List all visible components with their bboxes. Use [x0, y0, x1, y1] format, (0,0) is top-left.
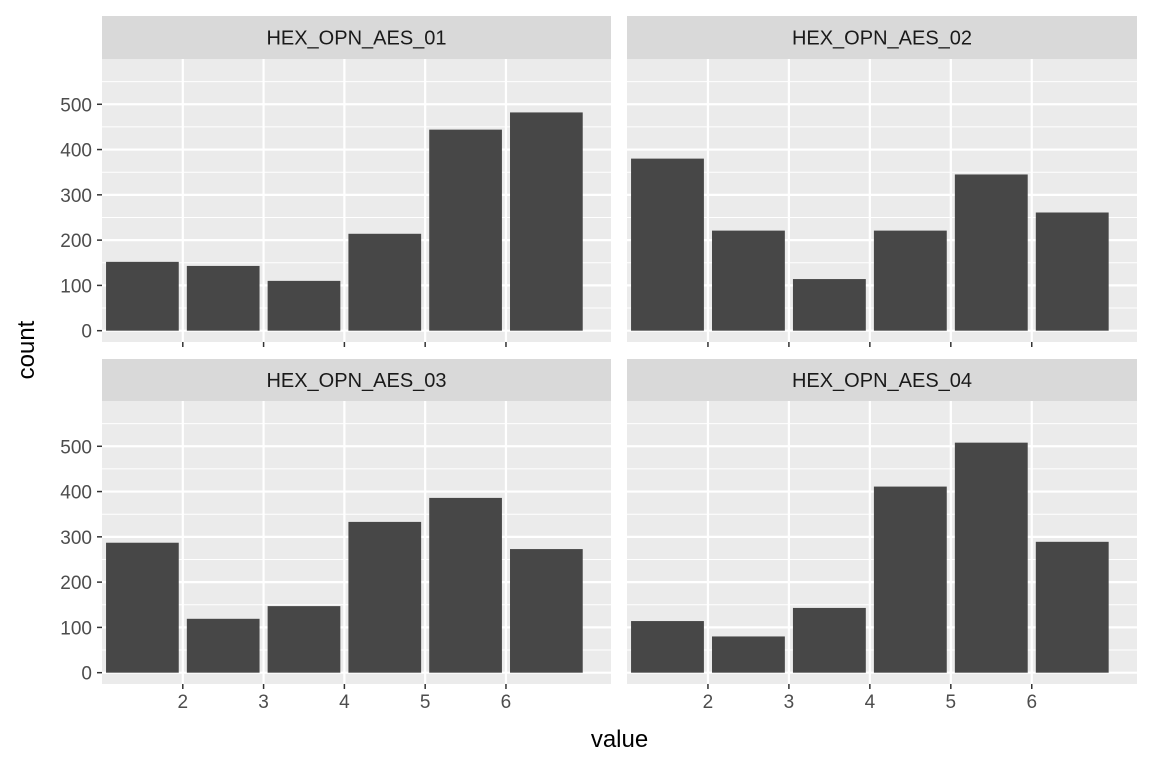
x-tick-label: 5	[946, 692, 957, 713]
bar	[348, 233, 422, 331]
bar	[186, 618, 260, 673]
bar	[1035, 541, 1109, 673]
x-tick-label: 5	[420, 692, 431, 713]
bar	[954, 174, 1028, 331]
y-axis-title: count	[13, 320, 40, 379]
bar	[1035, 212, 1109, 331]
facet-strip	[102, 359, 611, 401]
y-tick-label: 100	[60, 276, 92, 297]
y-tick-label: 300	[60, 186, 92, 207]
bar	[106, 542, 179, 673]
y-tick-label: 500	[60, 437, 92, 458]
bar	[267, 606, 341, 673]
y-tick-label: 400	[60, 141, 92, 162]
bar	[873, 230, 947, 331]
x-axis-title: value	[591, 726, 648, 753]
facet-title: HEX_OPN_AES_02	[792, 28, 972, 50]
x-tick-label: 4	[865, 692, 876, 713]
x-tick-label: 3	[258, 692, 269, 713]
facet-strip	[102, 16, 611, 59]
bar	[792, 607, 866, 673]
facet-title: HEX_OPN_AES_04	[792, 370, 972, 392]
bar	[631, 158, 704, 331]
y-tick-label: 400	[60, 483, 92, 504]
bar	[186, 265, 260, 331]
bar	[954, 442, 1028, 673]
y-tick-label: 200	[60, 573, 92, 594]
bar	[510, 549, 583, 673]
bar	[873, 486, 947, 673]
x-tick-label: 2	[703, 692, 714, 713]
facet-title: HEX_OPN_AES_01	[266, 28, 446, 50]
x-tick-label: 6	[1026, 692, 1037, 713]
y-tick-label: 0	[81, 322, 92, 343]
x-tick-label: 2	[178, 692, 189, 713]
x-tick-label: 3	[784, 692, 795, 713]
bar	[631, 621, 704, 673]
facet-title: HEX_OPN_AES_03	[266, 370, 446, 392]
y-tick-label: 100	[60, 618, 92, 639]
bar	[429, 497, 502, 673]
x-tick-label: 4	[339, 692, 350, 713]
facet-strip	[627, 16, 1137, 59]
y-tick-label: 0	[81, 664, 92, 685]
bar	[792, 279, 866, 331]
facet-strip	[627, 359, 1137, 401]
y-tick-label: 200	[60, 231, 92, 252]
bar	[712, 636, 785, 673]
x-tick-label: 6	[501, 692, 512, 713]
bar	[106, 261, 179, 331]
bar	[712, 230, 785, 331]
y-tick-label: 500	[60, 95, 92, 116]
bar	[429, 129, 502, 331]
bar	[510, 112, 583, 331]
bar	[348, 521, 422, 673]
bar	[267, 280, 341, 331]
y-tick-label: 300	[60, 528, 92, 549]
